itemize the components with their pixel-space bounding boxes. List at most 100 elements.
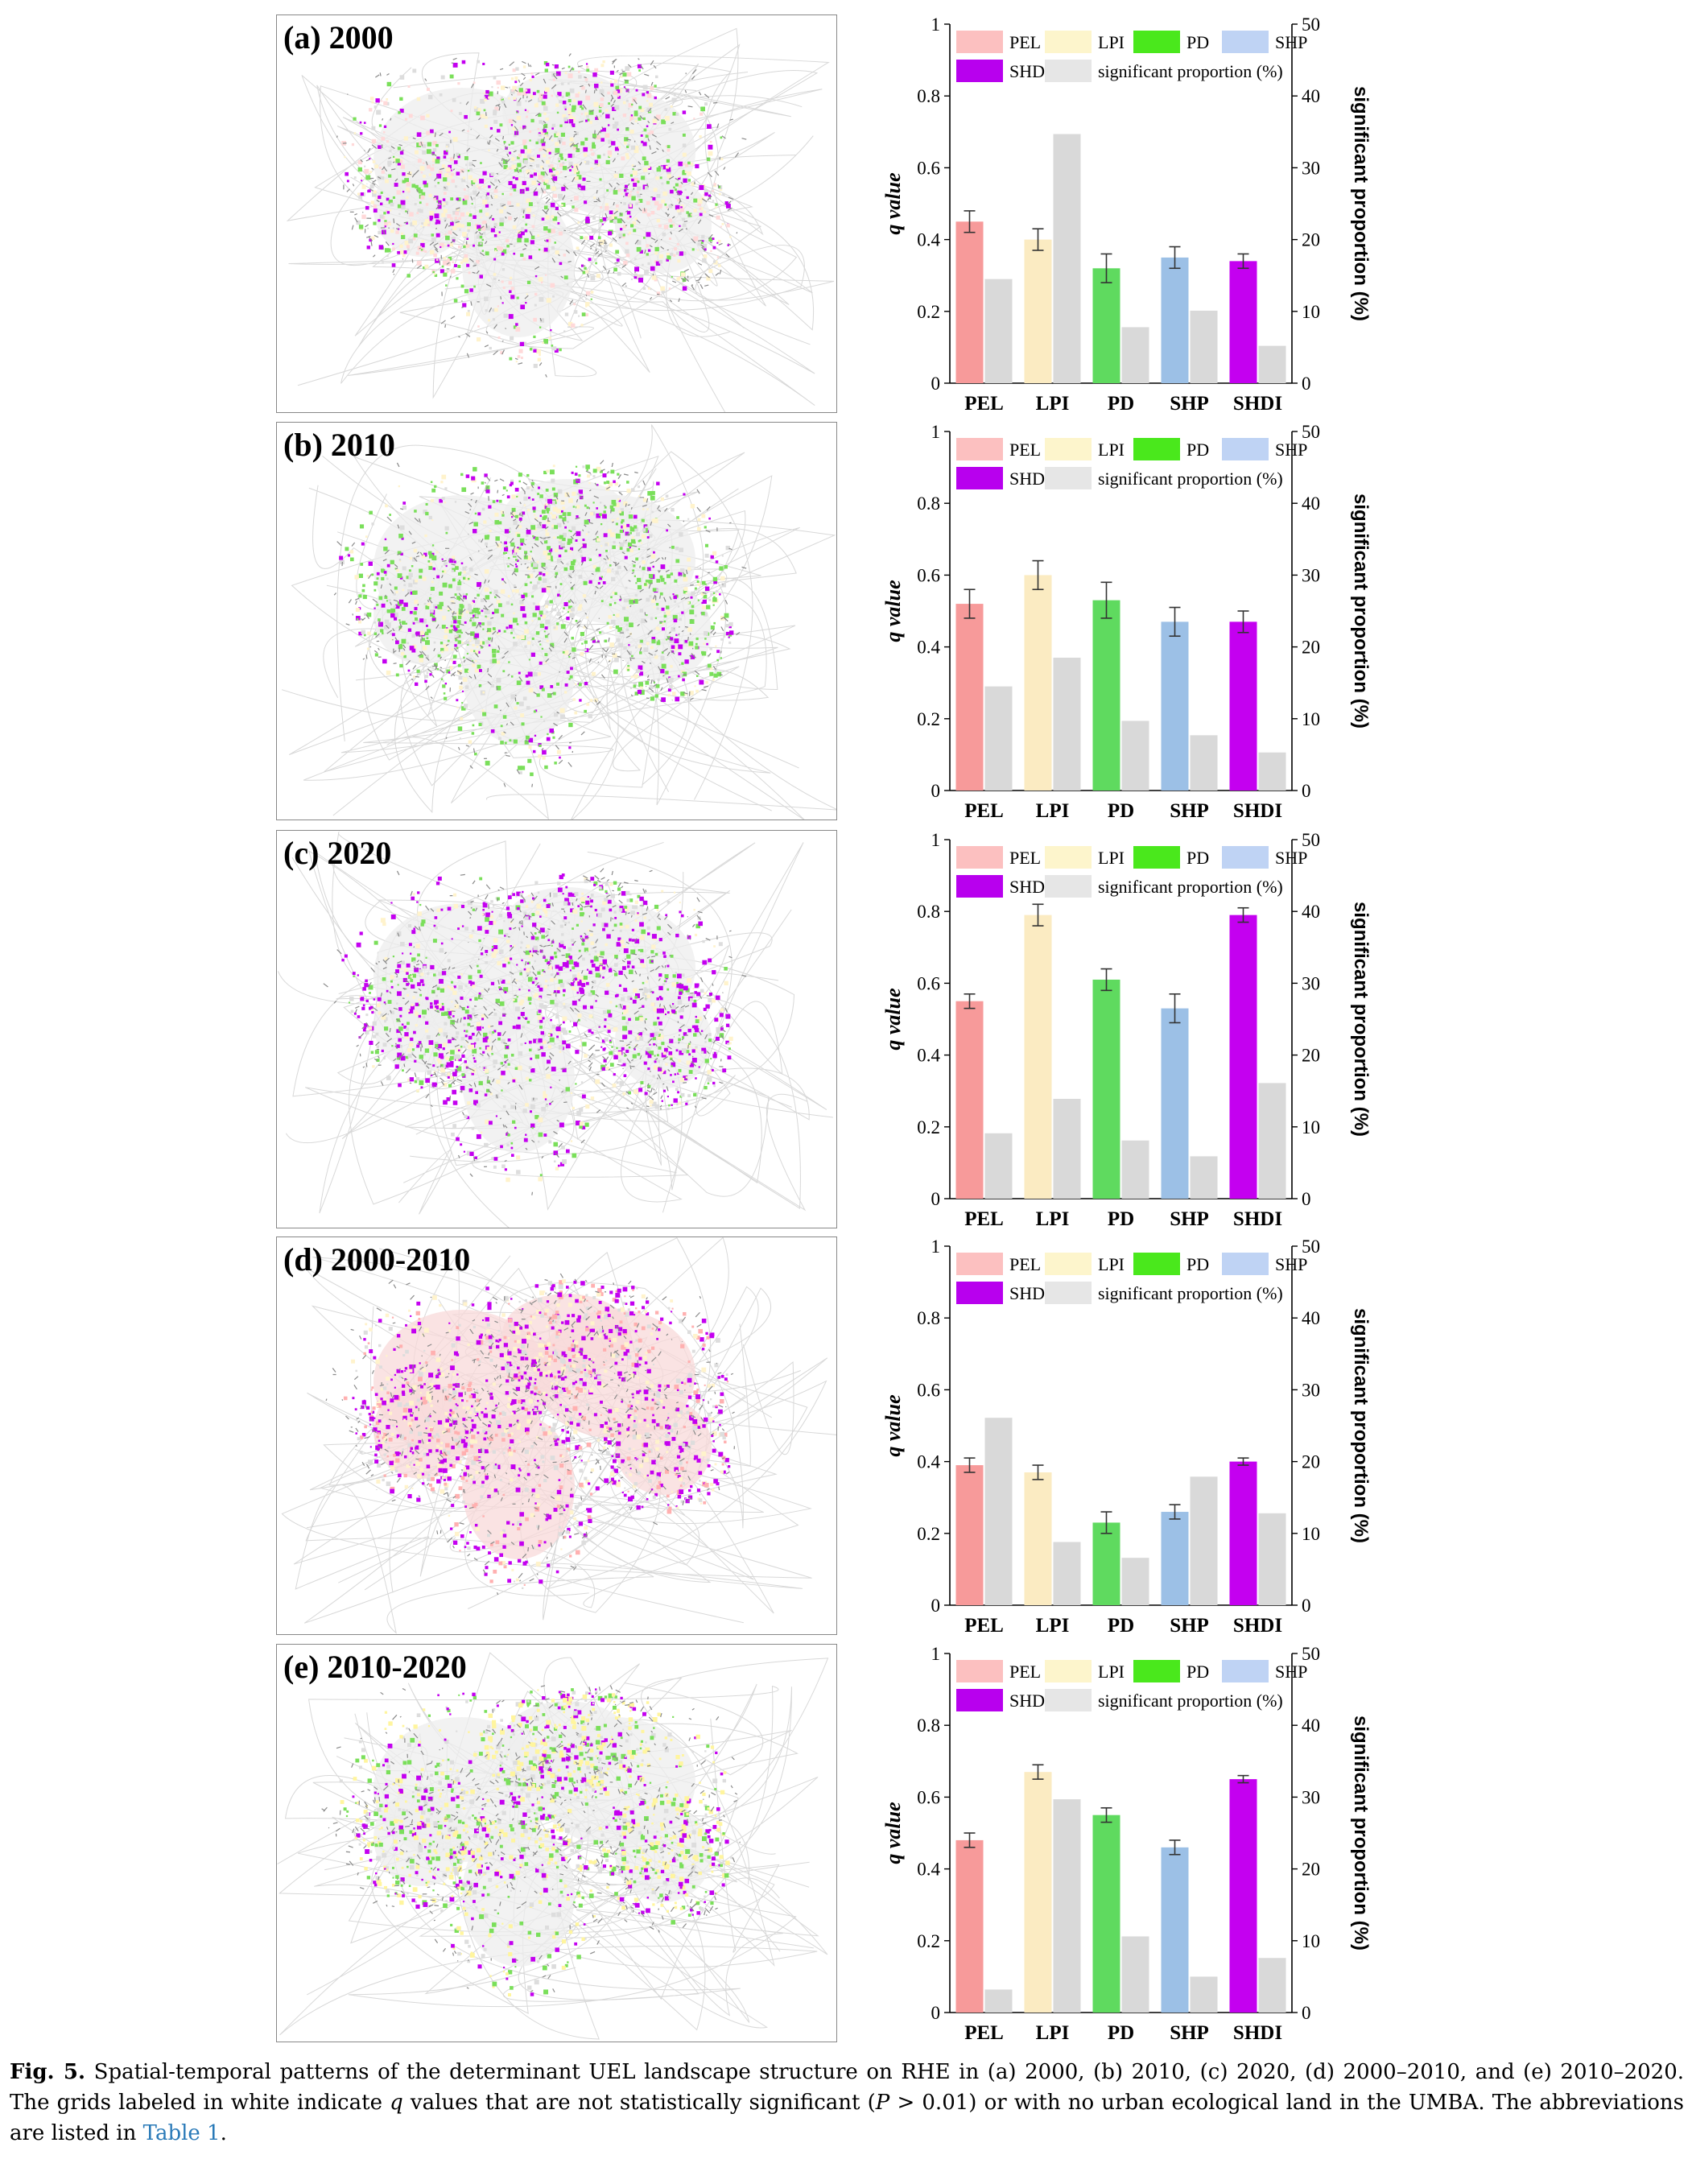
map-grid-cell (583, 152, 588, 157)
map-grid-cell (571, 323, 576, 328)
map-grid-cell (453, 626, 458, 631)
map-grid-cell (472, 929, 475, 932)
map-outline (593, 89, 596, 93)
map-grid-cell (441, 1071, 446, 1076)
map-grid-cell (421, 1009, 427, 1015)
map-grid-cell (429, 215, 434, 220)
map-grid-cell (513, 97, 517, 101)
map-grid-cell (399, 159, 403, 163)
map-outline (596, 628, 600, 631)
map-grid-cell (398, 213, 401, 215)
map-grid-cell (511, 507, 516, 512)
map-outline (514, 89, 518, 93)
map-grid-cell (625, 99, 629, 102)
map-grid-cell (701, 240, 704, 242)
map-grid-cell (552, 692, 556, 696)
map-outline (540, 188, 544, 193)
map-grid-cell (613, 502, 617, 506)
map-grid-cell (695, 646, 699, 650)
map-outline (641, 660, 646, 664)
map-grid-cell (615, 534, 621, 539)
map-grid-cell (585, 270, 589, 274)
map-outline (650, 679, 653, 684)
map-grid-cell (482, 232, 486, 235)
map-grid-cell (629, 511, 631, 514)
map-grid-cell (585, 119, 588, 122)
map-grid-cell (509, 192, 513, 196)
map-grid-cell (594, 68, 599, 72)
map-grid-cell (486, 617, 489, 620)
map-outline (541, 747, 544, 751)
map-grid-cell (559, 943, 564, 948)
map-grid-cell (562, 506, 566, 510)
map-grid-cell (424, 219, 430, 224)
map-grid-cell (515, 177, 518, 180)
map-grid-cell (410, 222, 415, 227)
map-outline (530, 484, 534, 489)
map-grid-cell (360, 997, 365, 1001)
map-grid-cell (543, 985, 547, 989)
map-grid-cell (401, 968, 403, 970)
map-grid-cell (639, 1017, 644, 1022)
map-grid-cell (666, 1107, 670, 1111)
map-grid-cell (430, 964, 435, 970)
map-grid-cell (553, 1150, 559, 1155)
map-grid-cell (599, 513, 602, 516)
map-grid-cell (584, 519, 589, 525)
map-grid-cell (629, 202, 632, 205)
map-grid-cell (547, 693, 552, 698)
map-grid-cell (565, 1043, 571, 1049)
map-grid-cell (687, 161, 691, 165)
map-grid-cell (505, 551, 508, 555)
map-grid-cell (458, 622, 461, 625)
map-grid-cell (719, 188, 723, 191)
map-grid-cell (376, 1058, 380, 1063)
map-grid-cell (491, 86, 493, 89)
map-grid-cell (460, 996, 464, 1000)
map-grid-cell (603, 153, 605, 156)
map-grid-cell (548, 157, 551, 159)
map-grid-cell (624, 555, 628, 559)
map-outline (425, 161, 428, 166)
map-grid-cell (427, 142, 432, 147)
map-grid-cell (428, 193, 432, 198)
map-grid-cell (661, 119, 666, 125)
map-grid-cell (406, 196, 409, 199)
map-grid-cell (384, 248, 390, 253)
map-grid-cell (464, 254, 468, 258)
map-outline (435, 227, 437, 229)
right-tick-label: 20 (1302, 230, 1320, 250)
map-grid-cell (638, 665, 643, 671)
map-grid-cell (534, 275, 538, 278)
map-outline (470, 301, 473, 306)
map-grid-cell (384, 221, 388, 226)
map-grid-cell (541, 146, 546, 151)
map-grid-cell (432, 141, 437, 146)
map-outline (565, 250, 570, 254)
map-grid-cell (521, 722, 525, 726)
map-grid-cell (559, 163, 564, 167)
map-grid-cell (543, 515, 547, 519)
map-grid-cell (645, 134, 649, 138)
map-grid-cell (535, 910, 540, 915)
map-grid-cell (483, 185, 486, 188)
map-grid-cell (414, 203, 417, 206)
map-grid-cell (519, 538, 525, 543)
map-grid-cell (450, 197, 454, 200)
map-outline (639, 646, 642, 652)
map-outline (551, 84, 557, 89)
map-outline (476, 192, 480, 197)
map-grid-cell (535, 631, 540, 635)
map-grid-cell (386, 989, 389, 993)
map-grid-cell (432, 1064, 435, 1067)
map-grid-cell (477, 650, 481, 654)
map-grid-cell (538, 277, 543, 282)
map-grid-cell (609, 625, 613, 630)
map-grid-cell (483, 180, 486, 182)
map-grid-cell (415, 251, 419, 255)
map-grid-cell (587, 895, 589, 898)
map-grid-cell (634, 217, 638, 221)
map-grid-cell (555, 548, 559, 552)
map-outline (470, 492, 474, 495)
map-grid-cell (494, 308, 498, 312)
